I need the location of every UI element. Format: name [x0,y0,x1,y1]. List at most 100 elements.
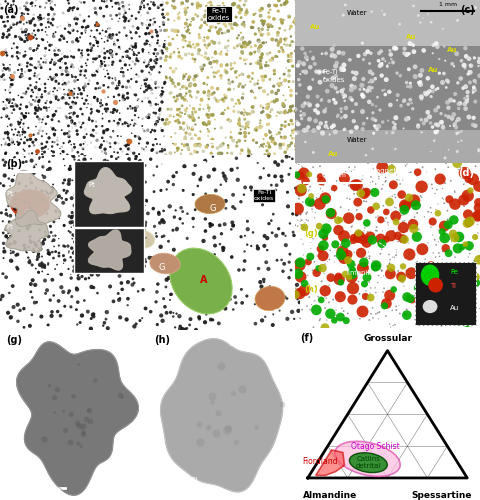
Point [340,91,348,99]
Point [22,109,30,117]
Point [120,13,128,21]
Point [102,28,110,36]
Point [305,293,313,301]
Point [192,140,200,148]
Point [261,242,268,250]
Point [24,214,32,222]
Point [455,104,463,112]
Point [96,242,104,250]
Point [32,106,40,114]
Point [12,196,19,204]
Point [245,152,252,160]
Point [18,112,25,120]
Point [44,112,52,120]
Point [301,280,309,287]
Point [150,50,158,58]
Point [289,38,297,46]
Point [300,223,308,231]
Point [287,103,295,111]
Point [94,78,101,86]
Point [264,104,271,112]
Point [107,46,114,54]
Point [14,136,22,143]
Point [392,212,399,220]
Point [72,241,80,249]
Point [85,116,93,124]
Point [159,18,167,26]
Point [26,232,34,240]
Point [35,247,42,255]
Point [52,95,60,103]
Point [0,4,6,12]
Point [76,164,84,172]
Point [306,84,313,92]
Point [239,43,246,51]
Point [21,68,29,76]
Point [443,84,450,92]
Point [43,56,50,64]
Point [348,96,356,104]
Text: Ti: Ti [450,284,456,290]
Point [48,116,56,124]
Point [161,120,169,128]
Point [7,76,15,84]
Point [263,258,270,266]
Point [316,172,324,180]
Point [30,163,38,171]
Point [220,297,228,305]
Point [82,74,90,82]
Point [357,216,365,224]
Point [398,274,406,282]
Point [264,111,272,119]
Point [236,8,243,16]
Point [189,15,197,23]
Point [175,146,182,154]
Point [73,34,81,42]
Point [30,247,37,255]
Point [292,126,300,134]
Point [116,221,123,229]
Point [46,46,53,54]
Point [337,114,345,122]
Point [360,258,368,266]
Point [206,222,214,230]
Point [386,320,394,328]
Point [227,62,235,70]
Point [189,268,197,276]
Point [367,206,375,214]
Point [126,83,133,91]
Point [12,10,20,18]
Point [89,72,96,80]
Point [376,62,384,70]
Point [246,110,253,118]
Point [90,310,97,318]
Point [313,269,321,277]
Point [94,38,101,46]
Point [42,228,49,236]
Point [35,268,42,276]
Point [121,7,129,15]
Point [301,99,309,107]
Point [276,306,283,314]
Point [83,104,91,112]
Point [188,300,195,308]
Point [176,112,184,120]
Point [264,139,272,147]
Point [193,148,201,156]
Point [129,22,137,30]
Point [417,192,424,200]
Point [89,68,97,76]
Point [274,42,282,50]
Point [23,5,30,13]
Point [99,114,107,122]
Point [331,52,339,60]
Point [383,128,390,136]
Point [290,126,298,134]
Point [98,199,106,207]
Point [247,242,255,250]
Point [314,108,322,116]
Point [368,8,375,16]
Point [418,92,425,100]
Point [383,208,390,216]
Point [455,318,462,326]
